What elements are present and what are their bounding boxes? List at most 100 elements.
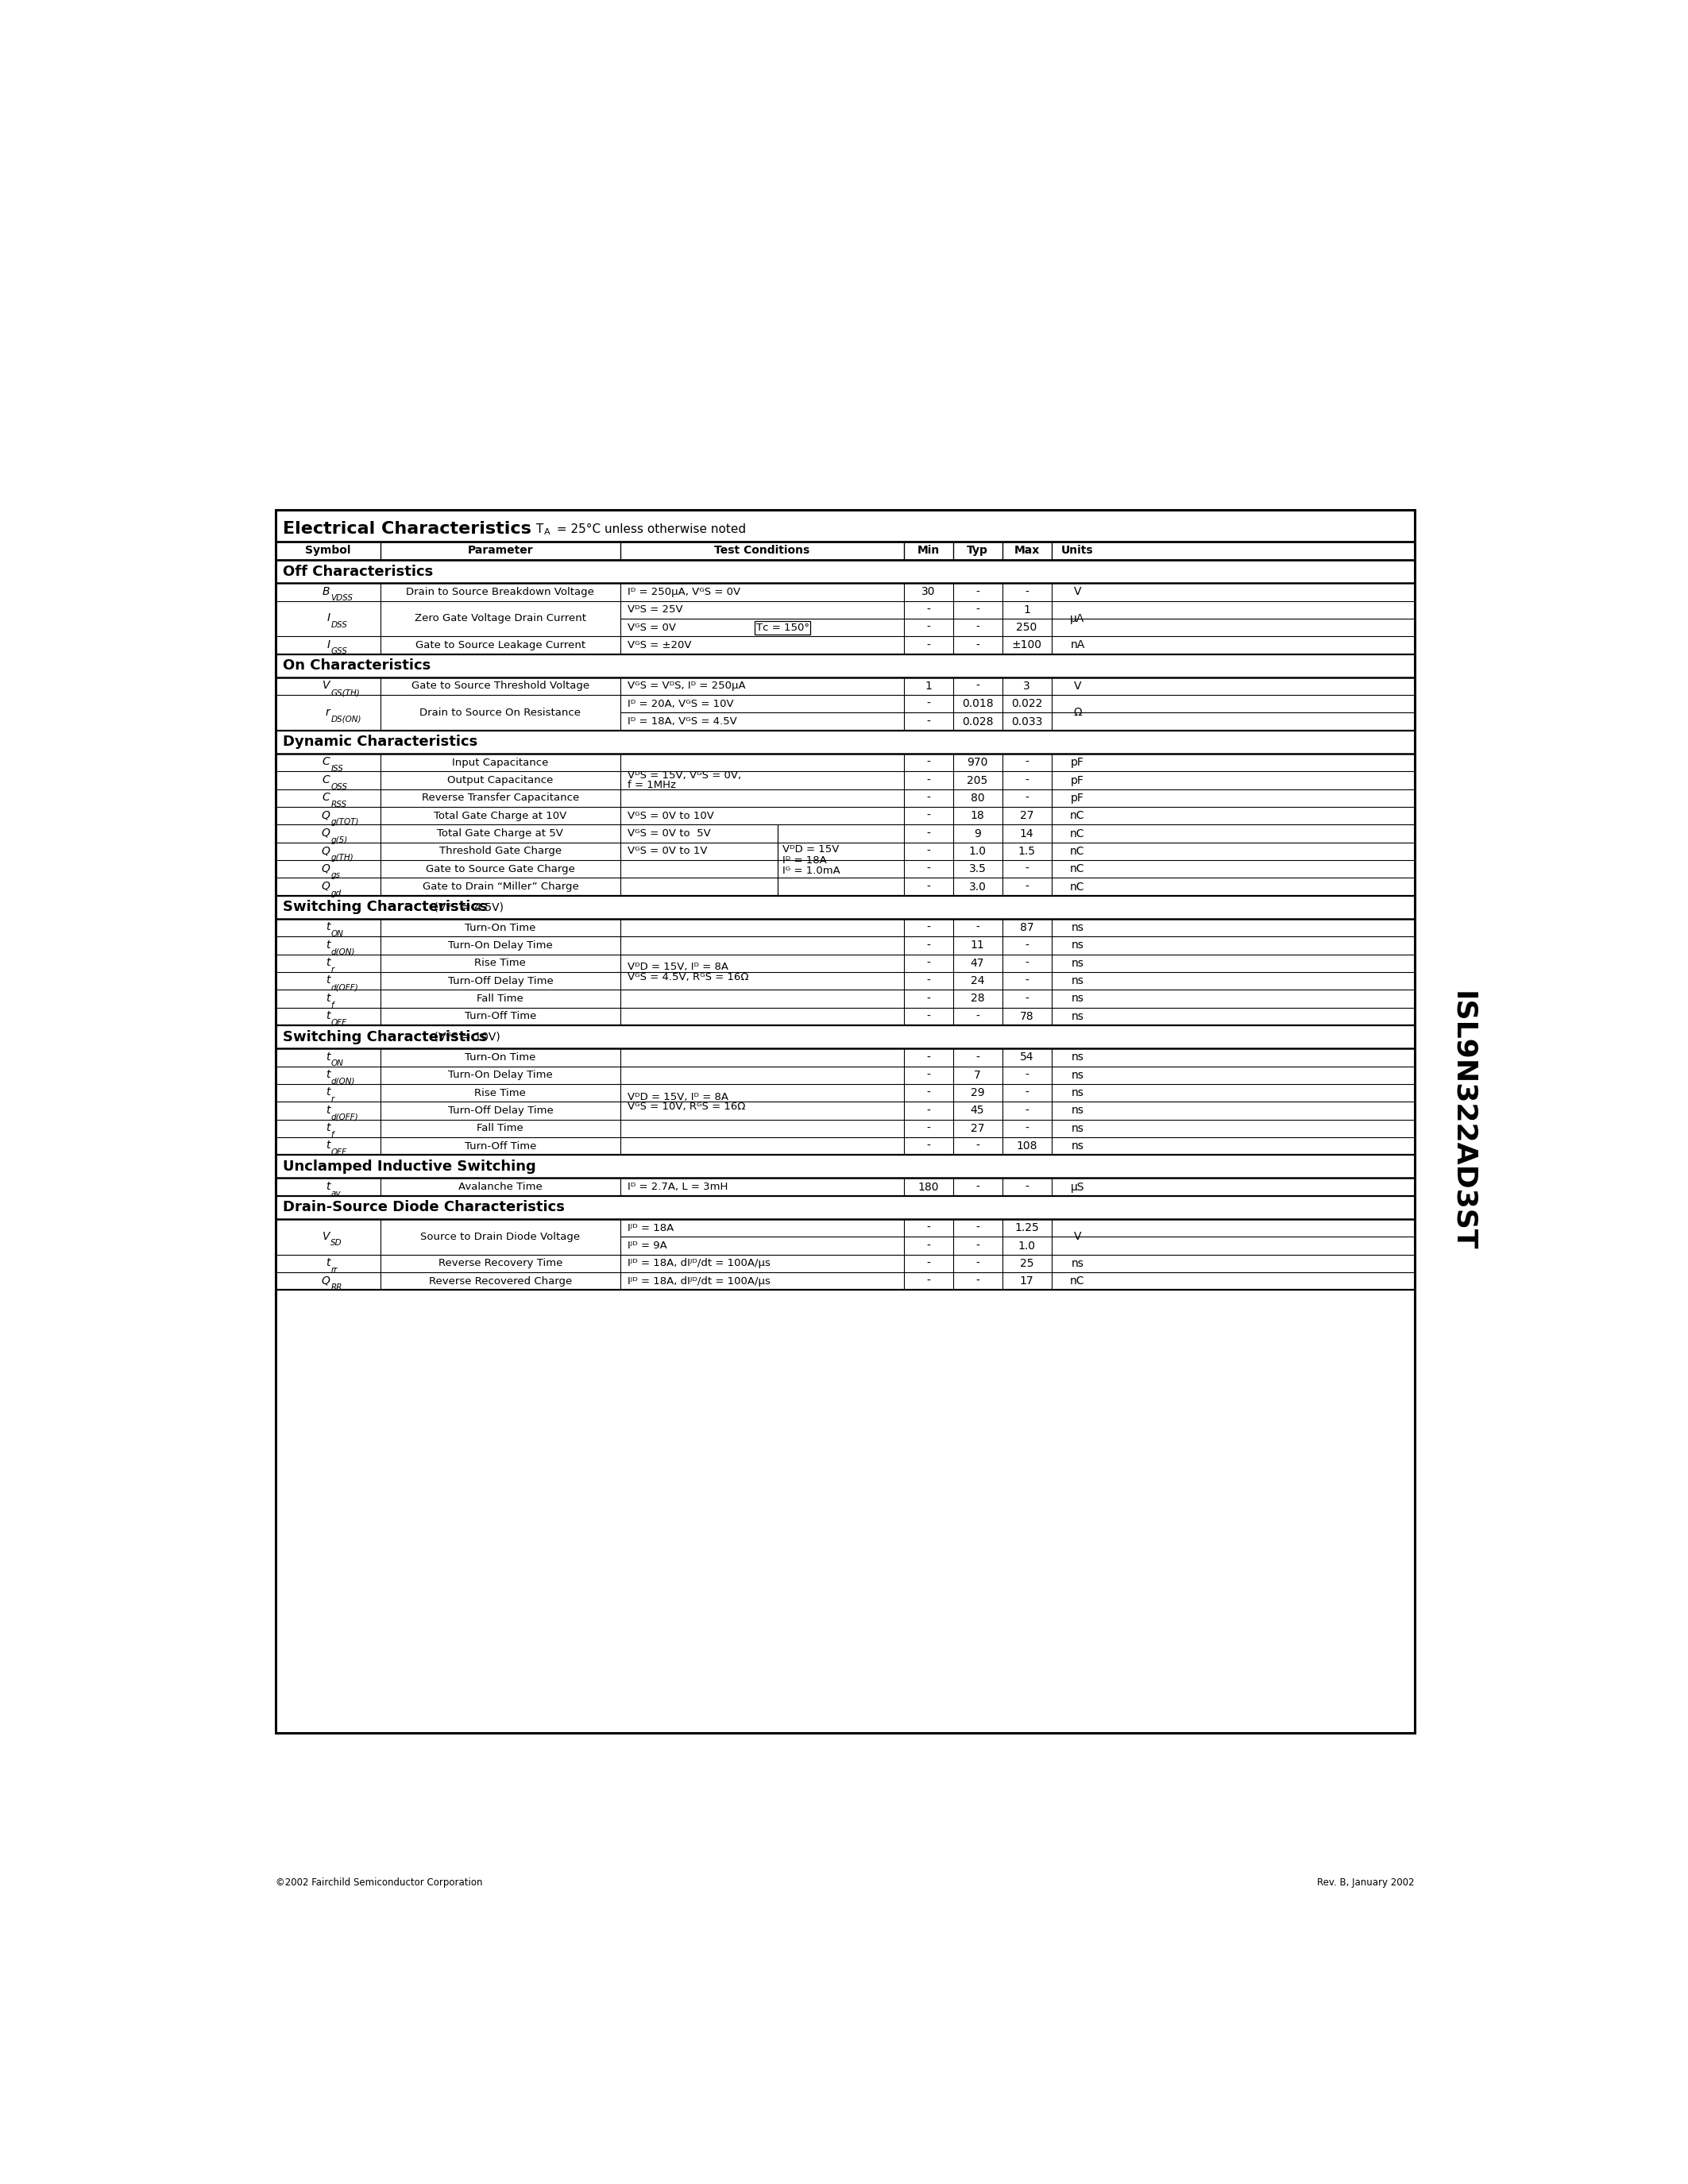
Text: 3: 3 (1023, 681, 1030, 692)
Text: -: - (927, 758, 930, 769)
Text: pF: pF (1070, 775, 1084, 786)
Text: t: t (326, 1088, 331, 1099)
Text: 0.022: 0.022 (1011, 699, 1043, 710)
Text: t: t (326, 1123, 331, 1133)
Text: -: - (976, 1011, 979, 1022)
Text: SD: SD (331, 1238, 343, 1247)
Text: Fall Time: Fall Time (478, 994, 523, 1005)
Text: VᴰD = 15V: VᴰD = 15V (782, 843, 839, 854)
Text: d(ON): d(ON) (331, 1077, 354, 1085)
Text: DS(ON): DS(ON) (331, 714, 361, 723)
Text: t: t (326, 922, 331, 933)
Text: 28: 28 (971, 994, 984, 1005)
Text: A: A (544, 529, 550, 535)
Text: 1.0: 1.0 (1018, 1241, 1035, 1251)
Text: av: av (331, 1190, 341, 1197)
Text: nC: nC (1070, 828, 1085, 839)
Text: nC: nC (1070, 863, 1085, 874)
Text: 0.033: 0.033 (1011, 716, 1043, 727)
Text: 30: 30 (922, 587, 935, 598)
Text: -: - (976, 1275, 979, 1286)
Text: Turn-On Delay Time: Turn-On Delay Time (447, 1070, 552, 1081)
Text: pF: pF (1070, 793, 1084, 804)
Text: Min: Min (917, 546, 940, 557)
Text: -: - (1025, 863, 1028, 874)
Text: C: C (322, 773, 331, 786)
Text: -: - (927, 1275, 930, 1286)
Text: nC: nC (1070, 810, 1085, 821)
Text: VᴳS = VᴰS, Iᴰ = 250μA: VᴳS = VᴰS, Iᴰ = 250μA (628, 681, 746, 692)
Text: 1: 1 (1023, 605, 1030, 616)
Text: -: - (1025, 880, 1028, 893)
Text: Fall Time: Fall Time (478, 1123, 523, 1133)
Text: μS: μS (1070, 1182, 1084, 1192)
Text: -: - (1025, 976, 1028, 987)
Text: -: - (927, 939, 930, 950)
Text: Drain-Source Diode Characteristics: Drain-Source Diode Characteristics (284, 1201, 565, 1214)
Text: nC: nC (1070, 880, 1085, 893)
Text: Gate to Drain “Miller” Charge: Gate to Drain “Miller” Charge (422, 882, 579, 891)
Text: ns: ns (1072, 976, 1084, 987)
Text: Input Capacitance: Input Capacitance (452, 758, 549, 769)
Text: Units: Units (1062, 546, 1094, 557)
Text: -: - (976, 1053, 979, 1064)
Text: -: - (927, 1070, 930, 1081)
Text: f = 1MHz: f = 1MHz (628, 780, 677, 791)
Text: 3.5: 3.5 (969, 863, 986, 874)
Text: 24: 24 (971, 976, 984, 987)
Text: 78: 78 (1020, 1011, 1033, 1022)
Text: -: - (976, 681, 979, 692)
Text: ±100: ±100 (1011, 640, 1041, 651)
Text: V: V (1074, 587, 1082, 598)
Text: 1.0: 1.0 (969, 845, 986, 856)
Text: -: - (976, 1258, 979, 1269)
Text: Q: Q (321, 828, 331, 839)
Text: Total Gate Charge at 10V: Total Gate Charge at 10V (434, 810, 567, 821)
Text: Total Gate Charge at 5V: Total Gate Charge at 5V (437, 828, 564, 839)
Text: nC: nC (1070, 1275, 1085, 1286)
Text: Q: Q (321, 880, 331, 891)
Text: ON: ON (331, 1059, 343, 1068)
Text: Q: Q (321, 863, 331, 874)
Text: V: V (1074, 681, 1082, 692)
Text: t: t (326, 1258, 331, 1269)
Text: Iᴶᴰ = 9A: Iᴶᴰ = 9A (628, 1241, 667, 1251)
Text: 54: 54 (1020, 1053, 1033, 1064)
Text: -: - (927, 810, 930, 821)
Text: ISL9N322AD3ST: ISL9N322AD3ST (1448, 992, 1475, 1251)
Text: r: r (331, 965, 334, 974)
Text: Electrical Characteristics: Electrical Characteristics (284, 522, 532, 537)
Text: nA: nA (1070, 640, 1085, 651)
Text: -: - (927, 1140, 930, 1151)
Text: VDSS: VDSS (331, 594, 353, 603)
Text: Output Capacitance: Output Capacitance (447, 775, 554, 786)
Text: 29: 29 (971, 1088, 984, 1099)
Text: Iᴰ = 18A: Iᴰ = 18A (782, 854, 827, 865)
Text: -: - (927, 880, 930, 893)
Text: 0.018: 0.018 (962, 699, 993, 710)
Text: g(5): g(5) (331, 836, 348, 843)
Text: Unclamped Inductive Switching: Unclamped Inductive Switching (284, 1160, 537, 1173)
Text: Switching Characteristics: Switching Characteristics (284, 900, 488, 915)
Text: -: - (927, 1088, 930, 1099)
Text: I: I (327, 640, 331, 651)
Text: 0.028: 0.028 (962, 716, 993, 727)
Text: -: - (1025, 994, 1028, 1005)
Text: -: - (1025, 793, 1028, 804)
Text: Reverse Transfer Capacitance: Reverse Transfer Capacitance (422, 793, 579, 804)
Text: VᴰD = 15V, Iᴰ = 8A: VᴰD = 15V, Iᴰ = 8A (628, 961, 729, 972)
Text: t: t (326, 939, 331, 950)
Text: = 25°C unless otherwise noted: = 25°C unless otherwise noted (552, 524, 746, 535)
Text: Reverse Recovery Time: Reverse Recovery Time (439, 1258, 562, 1269)
Text: -: - (927, 1053, 930, 1064)
Text: Iᴰ = 2.7A, L = 3mH: Iᴰ = 2.7A, L = 3mH (628, 1182, 728, 1192)
Text: t: t (326, 1105, 331, 1116)
Text: -: - (927, 1123, 930, 1133)
Text: -: - (976, 1140, 979, 1151)
Text: -: - (927, 640, 930, 651)
Text: t: t (326, 1011, 331, 1022)
Text: 25: 25 (1020, 1258, 1033, 1269)
Text: ns: ns (1072, 1258, 1084, 1269)
Text: VᴳS = ±20V: VᴳS = ±20V (628, 640, 692, 651)
Text: Turn-On Time: Turn-On Time (464, 1053, 535, 1064)
